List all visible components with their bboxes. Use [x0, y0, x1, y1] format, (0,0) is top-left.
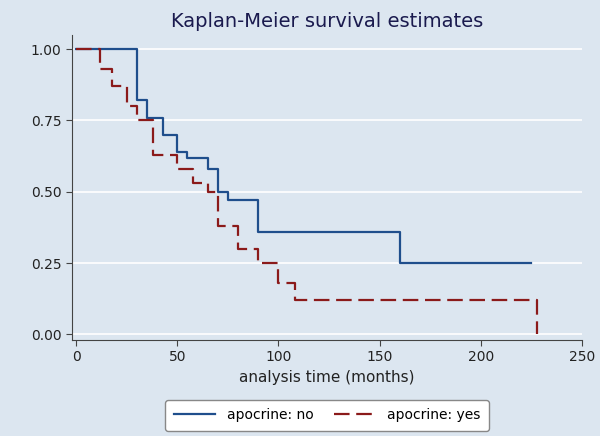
Legend: apocrine: no, apocrine: yes: apocrine: no, apocrine: yes	[166, 400, 488, 431]
X-axis label: analysis time (months): analysis time (months)	[239, 370, 415, 385]
Title: Kaplan-Meier survival estimates: Kaplan-Meier survival estimates	[171, 11, 483, 31]
